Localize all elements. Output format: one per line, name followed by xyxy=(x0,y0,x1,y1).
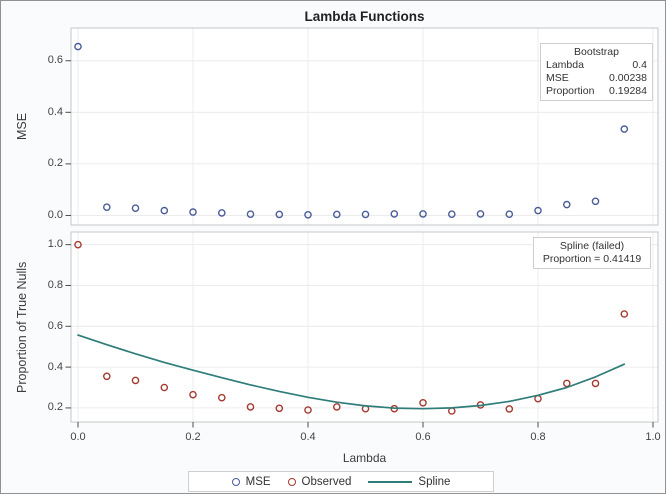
data-point-observed xyxy=(591,379,600,388)
data-point-observed xyxy=(217,393,226,402)
y-tick-label: 0.6 xyxy=(47,319,63,332)
legend-label: MSE xyxy=(245,475,271,488)
y-tick-label: 0.4 xyxy=(47,105,63,118)
data-point-mse xyxy=(74,42,82,51)
x-tick-label: 1.0 xyxy=(645,431,661,443)
data-point-observed xyxy=(275,404,284,413)
data-point-observed xyxy=(189,390,197,399)
spline-inset: Spline (failed) Proportion = 0.41419 xyxy=(533,237,651,269)
data-point-mse xyxy=(419,210,427,218)
data-point-mse xyxy=(304,210,312,219)
x-tick-label: 0.4 xyxy=(300,431,316,443)
data-point-mse xyxy=(476,210,485,218)
data-point-mse xyxy=(189,208,197,216)
inset-row-value: 0.4 xyxy=(632,59,647,71)
data-point-mse xyxy=(534,206,542,215)
data-point-mse xyxy=(103,203,111,211)
data-point-observed xyxy=(505,405,514,413)
spline-line-icon xyxy=(368,480,413,483)
data-point-mse xyxy=(131,204,140,212)
data-point-mse xyxy=(563,200,571,209)
y-tick-label: 0.4 xyxy=(47,360,63,373)
data-point-observed xyxy=(304,406,312,414)
inset-row-value: 0.00238 xyxy=(609,72,647,84)
legend-item-mse: MSE xyxy=(231,475,271,488)
data-point-observed xyxy=(563,379,571,388)
inset-row-label: Lambda xyxy=(546,59,584,71)
data-point-observed xyxy=(246,403,255,411)
mse-marker-icon xyxy=(231,477,240,486)
y-tick-label: 1.0 xyxy=(47,238,63,251)
data-point-observed xyxy=(419,398,427,407)
y-tick-label: 0.6 xyxy=(47,54,63,67)
inset-row-label: MSE xyxy=(546,72,569,84)
data-point-observed xyxy=(74,240,82,249)
y-tick-label: 0.8 xyxy=(47,278,63,291)
observed-marker-icon xyxy=(287,477,296,486)
x-tick-label: 0.0 xyxy=(70,431,86,443)
y-tick-label: 0.2 xyxy=(47,157,63,170)
legend-label: Observed xyxy=(301,475,352,488)
legend-item-spline: Spline xyxy=(368,476,450,488)
inset-row-value: 0.19284 xyxy=(609,85,647,97)
data-point-observed xyxy=(332,403,341,411)
y-tick-label: 0.0 xyxy=(47,208,63,221)
data-point-mse xyxy=(390,210,399,218)
bootstrap-inset-row: Lambda 0.4 xyxy=(546,59,647,72)
legend-item-observed: Observed xyxy=(287,475,352,488)
legend-label: Spline xyxy=(418,475,451,488)
data-point-observed xyxy=(131,376,140,385)
data-point-mse xyxy=(246,210,255,218)
data-point-mse xyxy=(275,210,284,219)
data-point-mse xyxy=(505,210,514,218)
panel-border xyxy=(70,27,659,226)
y-tick-label: 0.2 xyxy=(47,401,63,414)
data-point-mse xyxy=(160,206,169,215)
spline-inset-line1: Spline (failed) xyxy=(559,240,625,252)
inset-row-label: Proportion xyxy=(546,85,595,97)
data-point-mse xyxy=(591,197,600,206)
legend: MSE Observed Spline xyxy=(188,471,494,492)
bootstrap-inset-row: MSE 0.00238 xyxy=(546,72,647,85)
x-tick-label: 0.8 xyxy=(530,431,546,443)
x-tick-label: 0.6 xyxy=(415,431,431,443)
chart-title: Lambda Functions xyxy=(304,9,425,24)
data-point-observed xyxy=(160,383,169,392)
spline-curve xyxy=(77,334,626,410)
bootstrap-inset-title: Bootstrap xyxy=(574,46,619,58)
data-point-observed xyxy=(103,372,111,381)
data-point-mse xyxy=(332,210,341,219)
data-point-observed xyxy=(620,310,629,318)
data-point-mse xyxy=(620,125,629,133)
x-tick-label: 0.2 xyxy=(185,431,201,443)
bootstrap-inset: Bootstrap Lambda 0.4 MSE 0.00238 Proport… xyxy=(540,43,653,101)
x-axis-label: Lambda xyxy=(342,451,387,465)
spline-inset-line2: Proportion = 0.41419 xyxy=(542,253,642,265)
bootstrap-inset-row: Proportion 0.19284 xyxy=(546,85,647,98)
data-point-mse xyxy=(447,210,456,218)
data-point-mse xyxy=(217,209,226,217)
panel-border xyxy=(70,231,659,423)
data-point-mse xyxy=(361,210,370,219)
